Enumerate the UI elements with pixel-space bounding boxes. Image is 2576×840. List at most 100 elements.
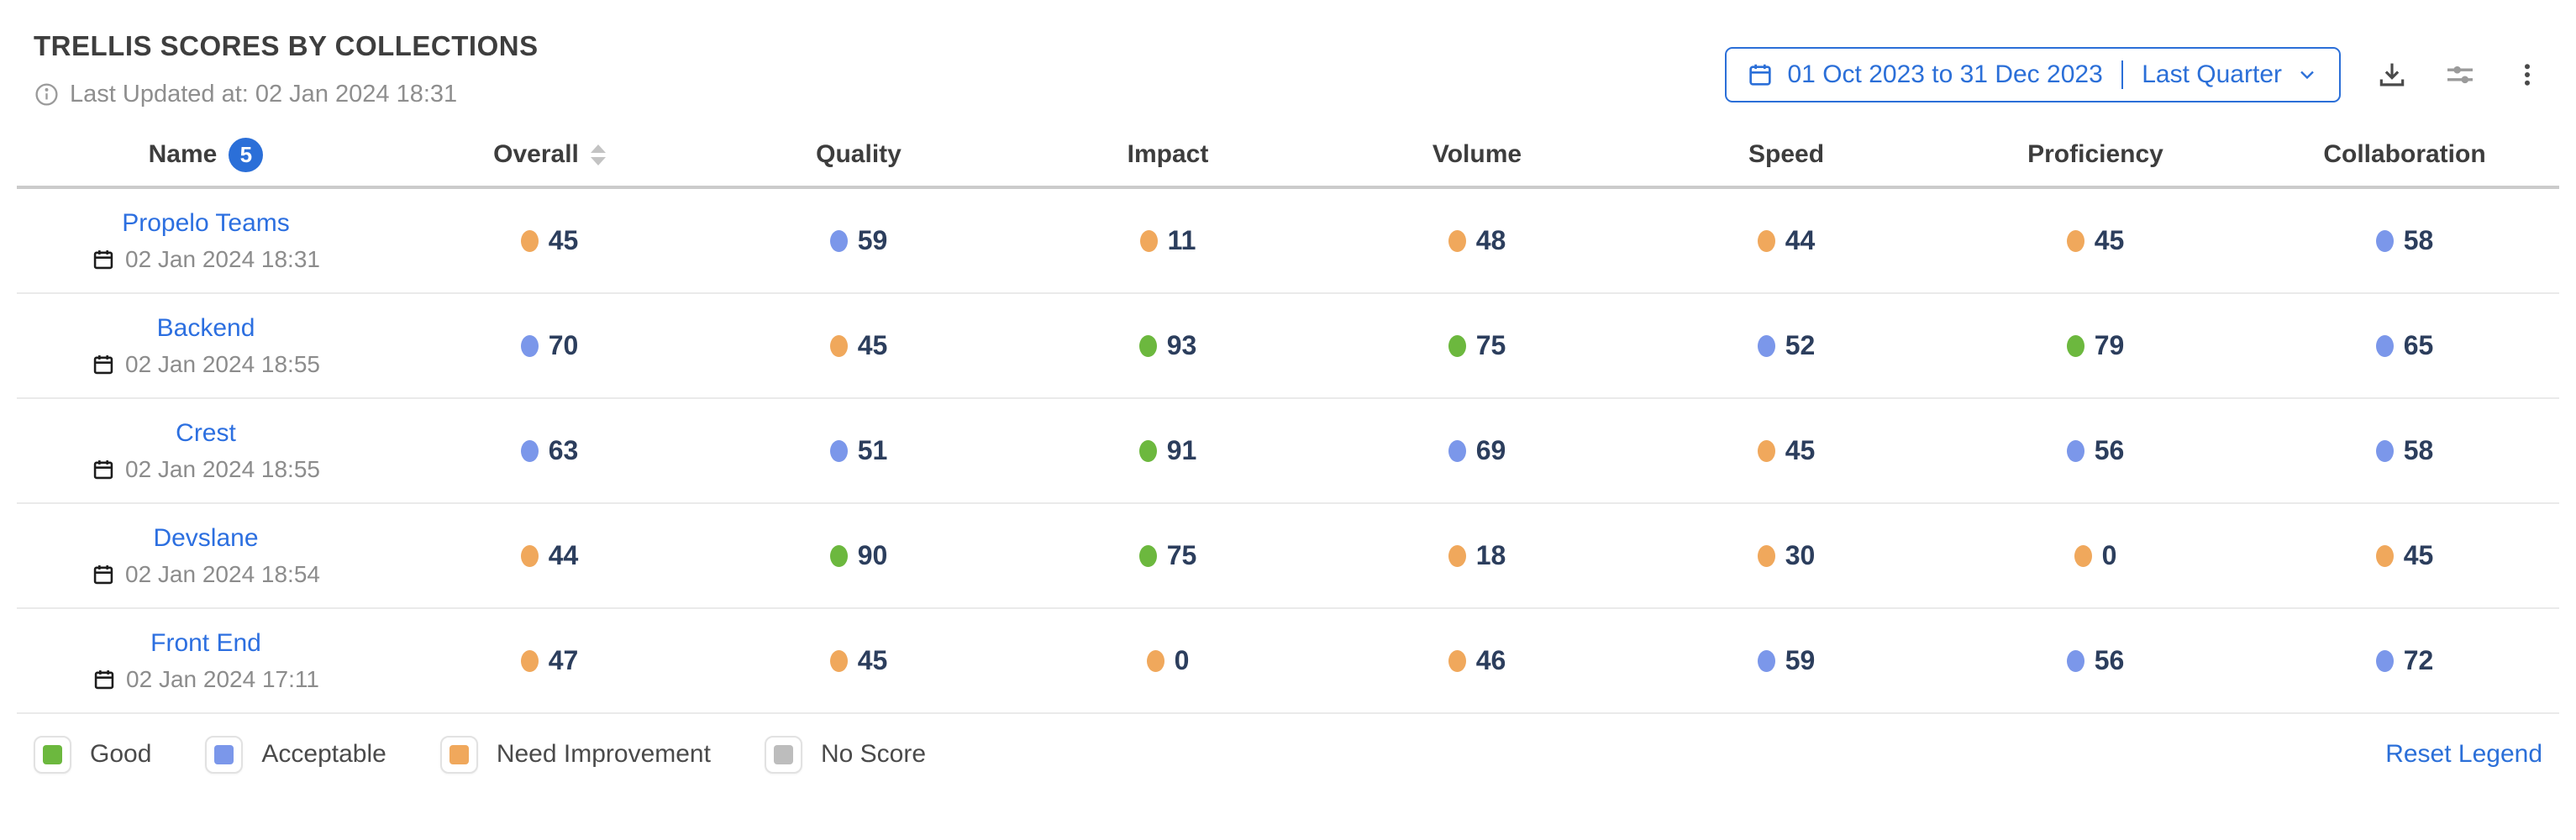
score-dot xyxy=(520,439,539,462)
column-header-name: Name 5 xyxy=(17,137,395,172)
legend-swatch-box xyxy=(439,735,478,774)
score-dot xyxy=(1448,649,1466,672)
calendar-icon xyxy=(92,458,115,481)
score-cell: 45 xyxy=(395,225,704,256)
table-row: Backend 02 Jan 2024 18:55 70 45 93 75 52… xyxy=(17,294,2559,399)
score-value: 45 xyxy=(857,330,888,360)
score-value: 91 xyxy=(1166,435,1197,465)
score-value: 30 xyxy=(1785,540,1816,570)
row-date-text: 02 Jan 2024 18:54 xyxy=(125,560,320,587)
chevron-down-icon xyxy=(2295,63,2319,87)
collection-link[interactable]: Devslane xyxy=(153,523,259,552)
column-label: Volume xyxy=(1432,140,1522,168)
score-dot xyxy=(1757,439,1775,462)
collection-link[interactable]: Backend xyxy=(156,313,255,342)
score-cell: 63 xyxy=(395,435,704,466)
no-score-swatch xyxy=(773,744,793,764)
legend-swatch-box xyxy=(764,735,802,774)
info-icon xyxy=(34,81,60,108)
score-dot xyxy=(1138,439,1157,462)
score-dot xyxy=(2066,229,2084,252)
score-dot xyxy=(520,334,539,357)
score-cell: 70 xyxy=(395,330,704,361)
kebab-menu-icon[interactable] xyxy=(2512,60,2542,90)
sliders-icon[interactable] xyxy=(2443,58,2477,92)
score-cell: 45 xyxy=(1941,225,2250,256)
column-header-collaboration: Collaboration xyxy=(2250,140,2559,169)
score-dot xyxy=(520,649,539,672)
score-cell: 79 xyxy=(1941,330,2250,361)
legend-item-acceptable[interactable]: Acceptable xyxy=(205,735,386,774)
calendar-icon xyxy=(92,248,115,271)
score-dot xyxy=(1448,334,1466,357)
score-cell: 0 xyxy=(1941,540,2250,571)
score-dot xyxy=(2375,544,2394,567)
calendar-icon xyxy=(92,668,116,691)
score-cell: 0 xyxy=(1013,645,1322,676)
legend-label: No Score xyxy=(820,740,927,768)
calendar-icon xyxy=(92,563,115,586)
row-date-text: 02 Jan 2024 18:55 xyxy=(125,455,320,482)
legend-item-no-score[interactable]: No Score xyxy=(764,735,927,774)
score-dot xyxy=(2074,544,2092,567)
name-cell: Front End 02 Jan 2024 17:11 xyxy=(17,629,395,693)
reset-legend-link[interactable]: Reset Legend xyxy=(2385,740,2542,768)
score-value: 45 xyxy=(857,645,888,675)
score-cell: 45 xyxy=(1632,435,1941,466)
score-dot xyxy=(2375,229,2394,252)
score-value: 65 xyxy=(2403,330,2434,360)
score-cell: 75 xyxy=(1013,540,1322,571)
score-value: 48 xyxy=(1475,225,1506,255)
collection-link[interactable]: Crest xyxy=(176,418,236,447)
score-value: 11 xyxy=(1167,225,1196,255)
score-cell: 58 xyxy=(2250,435,2559,466)
score-cell: 56 xyxy=(1941,645,2250,676)
collection-link[interactable]: Propelo Teams xyxy=(122,208,290,237)
legend-item-need-improvement[interactable]: Need Improvement xyxy=(439,735,711,774)
score-dot xyxy=(1448,439,1466,462)
score-dot xyxy=(1757,649,1775,672)
row-date-text: 02 Jan 2024 17:11 xyxy=(126,665,319,692)
score-cell: 69 xyxy=(1322,435,1632,466)
column-label: Name xyxy=(148,140,218,168)
widget-header: TRELLIS SCORES BY COLLECTIONS Last Updat… xyxy=(0,0,2576,108)
score-dot xyxy=(829,334,848,357)
row-date: 02 Jan 2024 18:55 xyxy=(92,456,320,483)
sort-icon[interactable] xyxy=(590,144,606,165)
date-range-picker[interactable]: 01 Oct 2023 to 31 Dec 2023 Last Quarter xyxy=(1725,47,2341,102)
score-dot xyxy=(2375,439,2394,462)
score-dot xyxy=(829,229,848,252)
score-dot xyxy=(1757,544,1775,567)
legend-label: Acceptable xyxy=(261,740,386,768)
download-icon[interactable] xyxy=(2376,59,2408,91)
collection-link[interactable]: Front End xyxy=(150,628,261,657)
score-value: 79 xyxy=(2094,330,2125,360)
score-value: 70 xyxy=(548,330,579,360)
page-title: TRELLIS SCORES BY COLLECTIONS xyxy=(34,30,539,61)
score-value: 59 xyxy=(1785,645,1816,675)
score-cell: 47 xyxy=(395,645,704,676)
score-value: 52 xyxy=(1785,330,1816,360)
score-cell: 45 xyxy=(2250,540,2559,571)
column-label: Proficiency xyxy=(2027,140,2163,168)
score-value: 18 xyxy=(1475,540,1506,570)
row-date-text: 02 Jan 2024 18:55 xyxy=(125,350,320,377)
score-cell: 72 xyxy=(2250,645,2559,676)
table-header-row: Name 5 Overall Quality Impact Volume Spe… xyxy=(17,123,2559,189)
column-label: Overall xyxy=(493,140,579,168)
calendar-icon xyxy=(1747,61,1774,88)
column-header-quality: Quality xyxy=(704,140,1013,169)
legend-item-good[interactable]: Good xyxy=(34,735,151,774)
good-swatch xyxy=(43,744,62,764)
column-header-overall[interactable]: Overall xyxy=(395,140,704,169)
name-cell: Backend 02 Jan 2024 18:55 xyxy=(17,314,395,378)
score-value: 0 xyxy=(1174,645,1190,675)
column-header-impact: Impact xyxy=(1013,140,1322,169)
score-value: 56 xyxy=(2094,645,2125,675)
score-dot xyxy=(1138,544,1157,567)
score-value: 93 xyxy=(1166,330,1197,360)
score-cell: 51 xyxy=(704,435,1013,466)
date-preset-label: Last Quarter xyxy=(2142,60,2282,88)
last-updated-text: Last Updated at: 02 Jan 2024 18:31 xyxy=(70,81,458,108)
score-cell: 48 xyxy=(1322,225,1632,256)
